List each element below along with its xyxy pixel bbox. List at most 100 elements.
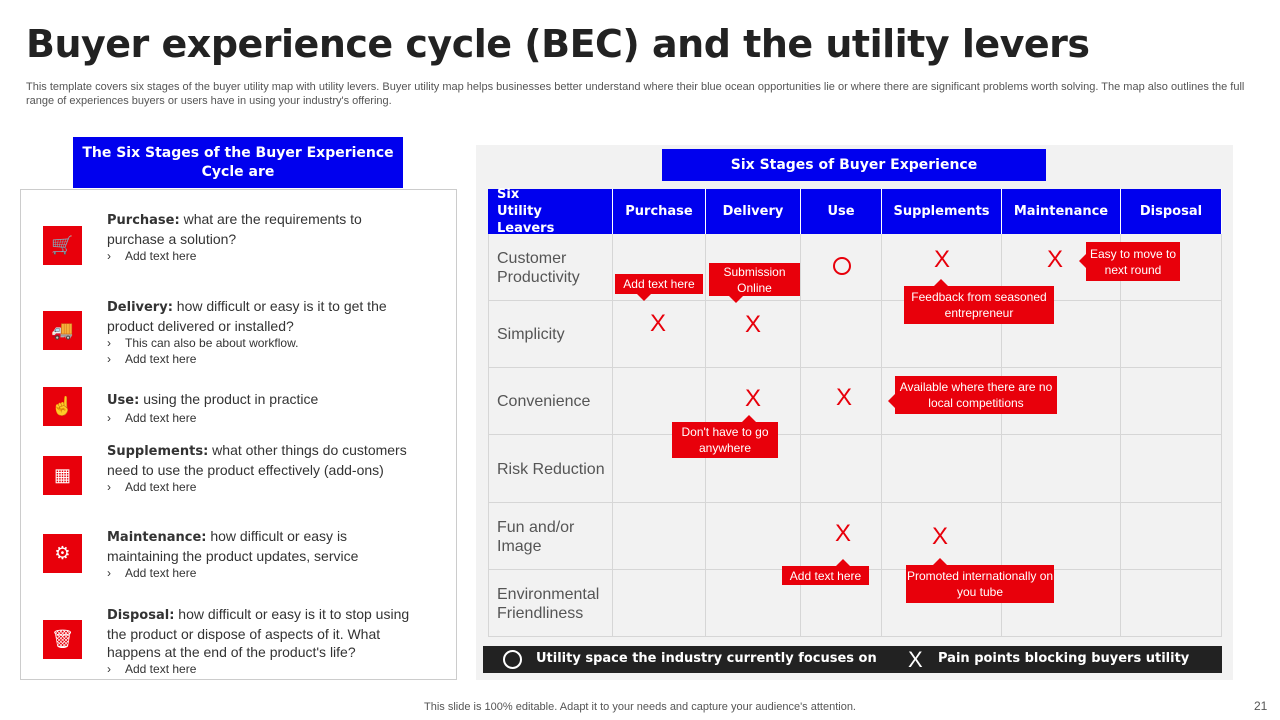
- stage-description: Delivery: how difficult or easy is it to…: [107, 297, 417, 335]
- bullet-text: Add text here: [125, 352, 197, 366]
- callout: Available where there are no local compe…: [888, 376, 1057, 414]
- chevron-icon: ›: [107, 662, 111, 676]
- row-label: Risk Reduction: [497, 460, 605, 478]
- chevron-icon: ›: [107, 249, 111, 263]
- grid-cell: [488, 301, 613, 368]
- chevron-icon: ›: [107, 352, 111, 366]
- callout: Easy to move to next round: [1079, 242, 1180, 281]
- stage-sep: :: [167, 300, 173, 315]
- row-label: Simplicity: [497, 326, 565, 343]
- grid-cell: [801, 503, 882, 570]
- callout: Don't have to go anywhere: [672, 415, 778, 458]
- column-header-disposal: Disposal: [1121, 189, 1222, 234]
- stage-bullet: › Add text here: [107, 565, 417, 581]
- stage-item: Disposal: how difficult or easy is it to…: [107, 605, 417, 677]
- bullet-text: Add text here: [125, 662, 197, 676]
- circle-mark-icon: [833, 257, 851, 275]
- grid-cell: [488, 234, 613, 301]
- maintenance-gear-icon: ⚙: [43, 534, 82, 573]
- chevron-icon: ›: [107, 411, 111, 425]
- stage-bullet: › Add text here: [107, 248, 417, 264]
- grid-cell: [488, 503, 613, 570]
- stage-name: Supplements: [107, 444, 204, 459]
- shopping-cart-icon: 🛒: [43, 226, 82, 265]
- grid-cell: [488, 368, 613, 435]
- grid-cell: [613, 570, 706, 637]
- stage-bullet: › Add text here: [107, 351, 417, 367]
- grid-cell: [1121, 503, 1222, 570]
- x-mark-icon: X: [649, 310, 667, 337]
- x-mark-icon: X: [931, 523, 949, 550]
- row-label: Customer Productivity: [497, 249, 580, 286]
- stage-description: Disposal: how difficult or easy is it to…: [107, 605, 417, 661]
- row-label: Fun and/or Image: [497, 518, 575, 555]
- bullet-text: Add text here: [125, 566, 197, 580]
- grid-cell: [613, 503, 706, 570]
- stage-description: Supplements: what other things do custom…: [107, 441, 417, 479]
- grid-cell: [613, 301, 706, 368]
- legend: Utility space the industry currently foc…: [483, 646, 1222, 673]
- stage-name: Delivery: [107, 300, 168, 315]
- grid-cell: [1121, 368, 1222, 435]
- corner-header: Six Utility Leavers: [488, 187, 613, 236]
- column-header-use: Use: [801, 189, 882, 234]
- grid-cell: [1002, 435, 1121, 503]
- stage-item: Supplements: what other things do custom…: [107, 441, 417, 495]
- stage-description: Maintenance: how difficult or easy is ma…: [107, 527, 417, 565]
- delivery-truck-icon: 🚚: [43, 311, 82, 350]
- grid-cell: [1121, 301, 1222, 368]
- stage-description: Purchase: what are the requirements to p…: [107, 210, 417, 248]
- grid-cell: [801, 368, 882, 435]
- stage-item: Maintenance: how difficult or easy is ma…: [107, 527, 417, 581]
- column-header-purchase: Purchase: [613, 189, 706, 234]
- chevron-icon: ›: [107, 336, 111, 350]
- callout: Submission Online: [709, 263, 800, 303]
- stage-text: how difficult or easy is it to stop usin…: [107, 606, 410, 660]
- grid-cell: [488, 435, 613, 503]
- grid-cell: [801, 301, 882, 368]
- stage-name: Use: [107, 393, 135, 408]
- stage-sep: :: [174, 213, 180, 228]
- chevron-icon: ›: [107, 566, 111, 580]
- bullet-text: Add text here: [125, 249, 197, 263]
- grid-cell: [1002, 503, 1121, 570]
- x-mark-icon: X: [933, 246, 951, 273]
- stage-item: Delivery: how difficult or easy is it to…: [107, 297, 417, 367]
- column-header-maintenance: Maintenance: [1002, 189, 1121, 234]
- column-header-delivery: Delivery: [706, 189, 801, 234]
- stage-sep: :: [169, 608, 175, 623]
- grid-cell: [882, 435, 1002, 503]
- stage-sep: :: [201, 530, 207, 545]
- stage-bullet: › Add text here: [107, 479, 417, 495]
- page-description: This template covers six stages of the b…: [26, 81, 1245, 107]
- stage-text: what other things do customers need to u…: [107, 442, 407, 478]
- stage-text: how difficult or easy is it to get the p…: [107, 298, 387, 334]
- bullet-text: Add text here: [125, 480, 197, 494]
- footer-note: This slide is 100% editable. Adapt it to…: [424, 701, 856, 713]
- callout: Add text here: [615, 274, 703, 301]
- x-mark-icon: X: [744, 311, 762, 338]
- stage-sep: :: [134, 393, 140, 408]
- stages-header: The Six Stages of the Buyer Experience C…: [73, 137, 403, 188]
- stage-name: Purchase: [107, 213, 175, 228]
- stage-item: Use: using the product in practice › Add t…: [107, 390, 417, 426]
- stage-description: Use: using the product in practice: [107, 390, 417, 410]
- stage-name: Disposal: [107, 608, 170, 623]
- x-mark-icon: X: [744, 385, 762, 412]
- grid-cell: [706, 503, 801, 570]
- grid-cell: [1121, 570, 1222, 637]
- x-mark-icon: X: [834, 520, 852, 547]
- page-title: Buyer experience cycle (BEC) and the uti…: [26, 22, 1090, 66]
- row-label: Environmental Friendliness: [497, 585, 600, 622]
- grid-cell: [1121, 435, 1222, 503]
- trash-disposal-icon: 🗑: [43, 620, 82, 659]
- x-icon: X: [908, 647, 923, 672]
- grid-cell: [801, 435, 882, 503]
- add-ons-icon: ▦: [43, 456, 82, 495]
- utility-map-header: Six Stages of Buyer Experience: [662, 149, 1046, 181]
- stage-sep: :: [203, 444, 209, 459]
- chevron-icon: ›: [107, 480, 111, 494]
- callout: Feedback from seasoned entrepreneur: [904, 279, 1054, 324]
- stage-name: Maintenance: [107, 530, 202, 545]
- x-mark-icon: X: [1046, 246, 1064, 273]
